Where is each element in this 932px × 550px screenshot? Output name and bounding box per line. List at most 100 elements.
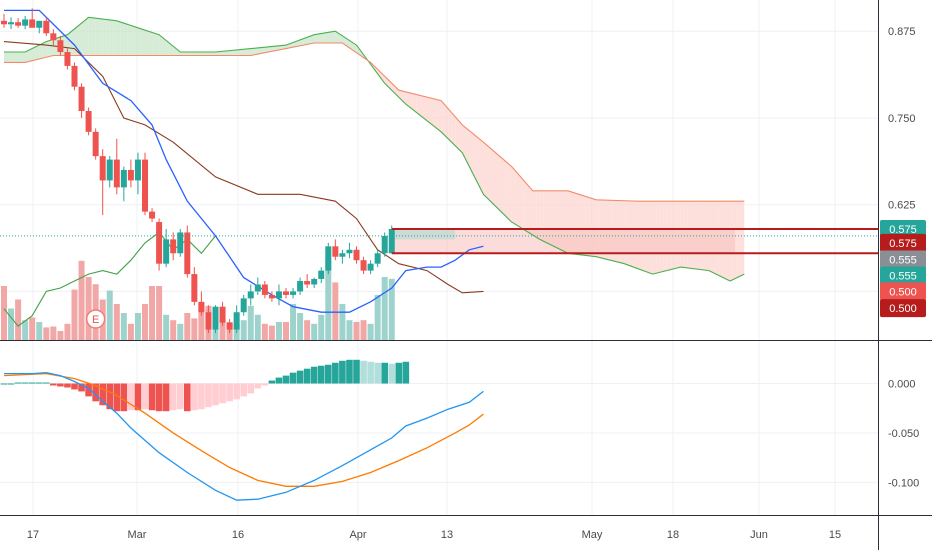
candle bbox=[78, 83, 85, 118]
volume-bar bbox=[297, 313, 304, 340]
cloud-segment bbox=[444, 104, 449, 139]
cloud-segment bbox=[109, 19, 114, 56]
cloud-segment bbox=[42, 41, 47, 59]
macd-histogram-bar bbox=[240, 383, 247, 397]
volume-bar bbox=[339, 304, 346, 340]
price-badge-label: 0.555 bbox=[889, 255, 917, 267]
cloud-segment bbox=[324, 32, 329, 44]
volume-bar bbox=[388, 278, 395, 340]
volume-bar bbox=[57, 331, 64, 340]
candle bbox=[36, 20, 43, 34]
candle bbox=[57, 36, 64, 56]
cloud-segment bbox=[141, 28, 145, 56]
macd-histogram-bar bbox=[176, 383, 184, 410]
candle-body bbox=[29, 19, 36, 28]
macd-histogram-bar bbox=[92, 383, 99, 402]
cloud-segment bbox=[331, 31, 336, 44]
macd-histogram-bar bbox=[212, 383, 219, 406]
volume-bar bbox=[120, 313, 127, 340]
candle-body bbox=[254, 284, 261, 292]
macd-histogram-bar bbox=[21, 382, 29, 384]
volume-bar bbox=[283, 322, 289, 340]
candle bbox=[381, 232, 388, 257]
candles bbox=[1, 8, 395, 334]
candle bbox=[127, 159, 134, 188]
candle-body bbox=[233, 312, 240, 330]
candle-body bbox=[43, 20, 50, 34]
cloud-segment bbox=[430, 98, 435, 127]
macd-histogram-bar bbox=[57, 383, 64, 387]
cloud-segment bbox=[409, 92, 413, 110]
candle bbox=[64, 48, 71, 70]
cloud-segment bbox=[46, 40, 50, 58]
candle bbox=[170, 232, 177, 261]
cloud-segment bbox=[522, 178, 526, 231]
price-axis-tick: 0.875 bbox=[888, 26, 916, 38]
cloud-segment bbox=[300, 38, 304, 46]
volume-bar bbox=[106, 290, 113, 340]
cloud-segment bbox=[130, 25, 135, 56]
volume-bar bbox=[318, 314, 325, 340]
candle bbox=[43, 17, 50, 37]
earnings-marker: E bbox=[85, 309, 106, 329]
volume-bar bbox=[191, 318, 198, 340]
candle bbox=[142, 152, 148, 216]
macd-histogram-bar bbox=[71, 383, 78, 390]
candle bbox=[388, 225, 395, 254]
candle bbox=[311, 277, 318, 288]
macd-axis-tick: -0.100 bbox=[888, 477, 919, 489]
cloud-segment bbox=[737, 201, 741, 278]
price-badge-box bbox=[880, 250, 926, 269]
candle bbox=[261, 281, 268, 299]
volume-bar bbox=[85, 277, 92, 340]
cloud-segment bbox=[229, 50, 234, 56]
candle-body bbox=[127, 170, 134, 181]
cloud-segment bbox=[95, 18, 100, 56]
volume-bar bbox=[149, 286, 156, 340]
macd-histogram-bar bbox=[254, 383, 262, 389]
candle bbox=[254, 277, 261, 295]
macd-histogram-bar bbox=[0, 383, 8, 385]
cloud-segment bbox=[116, 20, 121, 56]
cloud-segment bbox=[28, 48, 33, 62]
volume-bar bbox=[36, 322, 43, 340]
volume-bar bbox=[113, 304, 120, 340]
candle-body bbox=[191, 274, 198, 302]
volume-bar bbox=[71, 289, 78, 340]
candle bbox=[275, 284, 282, 306]
candle-body bbox=[134, 159, 141, 181]
cloud-segment bbox=[120, 21, 124, 56]
macd-axis-tick: -0.050 bbox=[888, 428, 919, 440]
cloud-segment bbox=[243, 48, 248, 56]
candle bbox=[226, 319, 233, 334]
candle-body bbox=[36, 20, 43, 28]
volume-bar bbox=[170, 320, 177, 340]
cloud-segment bbox=[296, 39, 301, 47]
cloud-segment bbox=[536, 190, 540, 240]
cloud-segment bbox=[490, 148, 494, 205]
candle bbox=[85, 107, 92, 136]
candle-body bbox=[8, 22, 15, 25]
cloud-segment bbox=[317, 33, 322, 44]
macd-histogram-bar bbox=[346, 359, 353, 384]
macd-line bbox=[4, 371, 484, 501]
cloud-segment bbox=[511, 166, 516, 225]
macd-histogram-bar bbox=[226, 383, 233, 402]
time-axis-tick: 13 bbox=[441, 529, 453, 541]
candle bbox=[212, 305, 219, 334]
cloud-segment bbox=[226, 50, 230, 56]
macd-histogram-bar bbox=[127, 383, 135, 411]
candle bbox=[134, 152, 141, 195]
time-axis-tick: 15 bbox=[829, 529, 841, 541]
volume-bar bbox=[134, 313, 141, 340]
candle bbox=[240, 294, 247, 316]
volume-bar bbox=[127, 323, 134, 340]
cloud-segment bbox=[152, 32, 156, 56]
candle bbox=[113, 138, 120, 195]
cloud-segment bbox=[159, 34, 163, 56]
candle-body bbox=[360, 260, 367, 271]
candle bbox=[177, 228, 184, 257]
cloud-segment bbox=[14, 52, 19, 63]
candle bbox=[339, 249, 346, 264]
